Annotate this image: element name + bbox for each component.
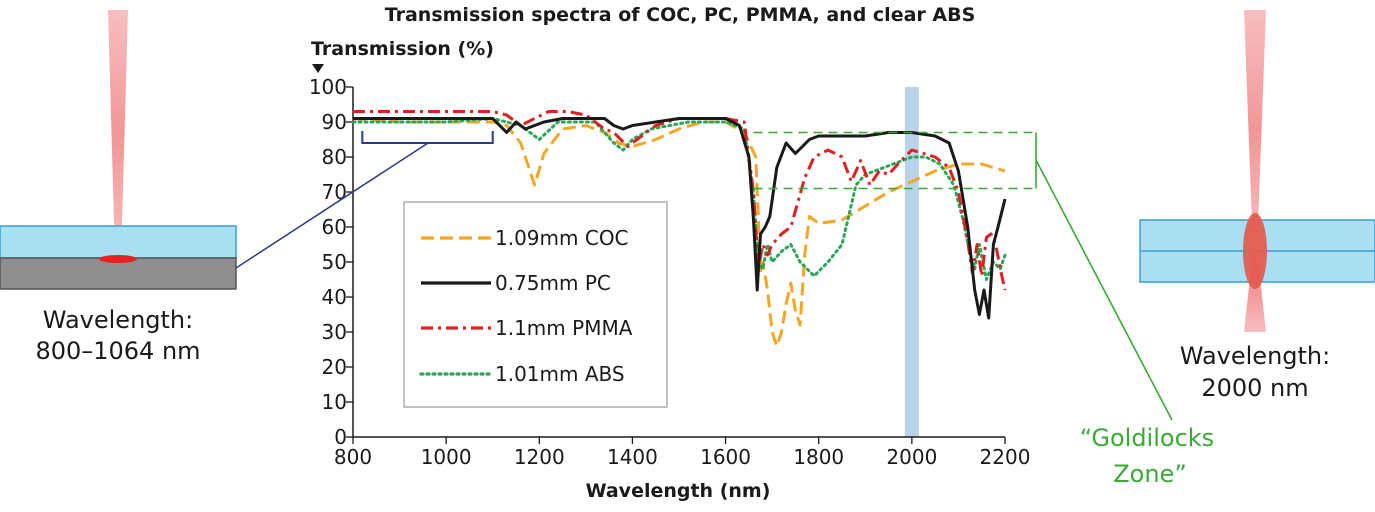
legend: 1.09mm COC 0.75mm PC 1.1mm PMMA 1.01mm ABS [403, 201, 668, 408]
y-tick-label: 90 [322, 110, 347, 134]
legend-label-0: 1.09mm COC [495, 226, 629, 250]
laser-beam-right-bottom [1244, 251, 1266, 332]
y-tick-label: 100 [309, 75, 347, 99]
goldilocks-label-line1: “Goldilocks [1080, 424, 1214, 452]
goldilocks-zone-box [753, 131, 1036, 190]
series-line-2 [353, 110, 1007, 291]
absorbing-substrate-left [0, 257, 237, 290]
x-tick-label: 2200 [980, 445, 1031, 469]
y-tick-label: 10 [322, 390, 347, 414]
left-wavelength-label: Wavelength: [43, 306, 193, 334]
left-wavelength-value: 800–1064 nm [35, 337, 200, 365]
y-axis-title: Transmission (%) [311, 38, 494, 60]
weld-spot-left [99, 255, 137, 263]
y-tick-label: 40 [322, 285, 347, 309]
series-line-3 [351, 117, 1007, 281]
x-tick-label: 1200 [514, 445, 565, 469]
x-tick-label: 2000 [886, 445, 937, 469]
x-tick-label: 1400 [607, 445, 658, 469]
y-tick-label: 60 [322, 215, 347, 239]
series-layer [351, 110, 1007, 348]
x-tick-label: 1000 [421, 445, 472, 469]
series-line-1 [353, 117, 1007, 320]
legend-label-1: 0.75mm PC [495, 271, 611, 295]
left-leader-line [235, 142, 429, 269]
x-tick-label: 1600 [700, 445, 751, 469]
y-tick-label: 80 [322, 145, 347, 169]
goldilocks-label-line2: Zone” [1113, 460, 1187, 488]
x-axis: 800 1000 1200 1400 1600 1800 2000 2200 [334, 437, 1031, 469]
laser-beam-left [108, 10, 128, 258]
right-illustration: Wavelength: 2000 nm [1139, 10, 1375, 402]
right-wavelength-value: 2000 nm [1201, 374, 1308, 402]
laser-range-bracket [361, 131, 494, 144]
left-illustration: Wavelength: 800–1064 nm [0, 10, 429, 365]
y-tick-label: 70 [322, 180, 347, 204]
highlight-band-2000nm [904, 87, 919, 437]
legend-label-2: 1.1mm PMMA [495, 316, 633, 340]
x-tick-label: 800 [334, 445, 372, 469]
y-tick-label: 30 [322, 320, 347, 344]
transparent-layer-left [0, 225, 237, 259]
y-tick-label: 20 [322, 355, 347, 379]
y-axis: 0 10 20 30 40 50 60 70 80 90 100 [309, 75, 353, 449]
weld-zone-right [1243, 213, 1267, 289]
y-axis-arrow-icon [312, 64, 324, 73]
laser-beam-right-top [1244, 10, 1266, 251]
y-tick-label: 50 [322, 250, 347, 274]
y-tick-label: 0 [334, 425, 347, 449]
x-tick-label: 1800 [793, 445, 844, 469]
legend-label-3: 1.01mm ABS [495, 362, 625, 386]
right-wavelength-label: Wavelength: [1180, 342, 1330, 370]
x-axis-title: Wavelength (nm) [586, 480, 771, 502]
goldilocks-leader-line [1035, 159, 1173, 421]
series-line-0 [352, 117, 1006, 348]
chart-title: Transmission spectra of COC, PC, PMMA, a… [385, 4, 976, 26]
